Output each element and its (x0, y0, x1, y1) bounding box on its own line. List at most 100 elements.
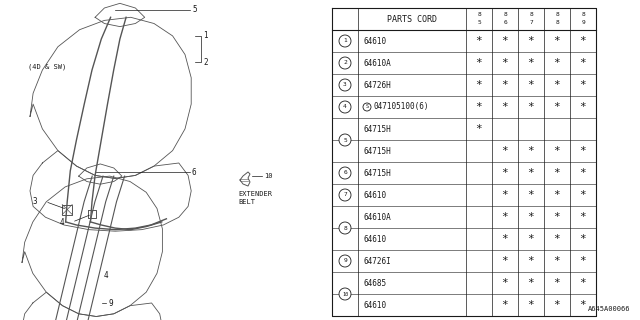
Text: 7: 7 (343, 193, 347, 197)
Text: 8: 8 (555, 20, 559, 26)
Text: *: * (502, 190, 508, 200)
Text: *: * (554, 212, 561, 222)
Text: S: S (365, 105, 369, 109)
Text: 6: 6 (503, 20, 507, 26)
Text: *: * (580, 80, 586, 90)
Text: *: * (502, 278, 508, 288)
Text: *: * (502, 212, 508, 222)
Circle shape (363, 103, 371, 111)
Text: *: * (502, 168, 508, 178)
Text: 9: 9 (108, 299, 113, 308)
Text: *: * (554, 36, 561, 46)
Text: *: * (527, 80, 534, 90)
Text: EXTENDER: EXTENDER (238, 191, 272, 197)
Circle shape (339, 79, 351, 91)
Text: 64610A: 64610A (363, 59, 391, 68)
Text: 047105100(6): 047105100(6) (373, 102, 429, 111)
Text: *: * (527, 234, 534, 244)
Text: *: * (502, 80, 508, 90)
Text: *: * (502, 256, 508, 266)
Text: 9: 9 (343, 259, 347, 263)
Text: *: * (580, 300, 586, 310)
Text: *: * (554, 256, 561, 266)
Circle shape (339, 167, 351, 179)
Text: 5: 5 (343, 138, 347, 142)
Text: *: * (580, 168, 586, 178)
Text: 64715H: 64715H (363, 169, 391, 178)
Text: 8: 8 (343, 226, 347, 230)
Circle shape (339, 189, 351, 201)
Text: *: * (476, 36, 483, 46)
Text: *: * (502, 58, 508, 68)
Text: *: * (580, 146, 586, 156)
Text: *: * (476, 80, 483, 90)
Text: 8: 8 (477, 12, 481, 18)
Text: 4: 4 (343, 105, 347, 109)
Text: *: * (527, 146, 534, 156)
Text: 8: 8 (581, 12, 585, 18)
Text: 3: 3 (343, 83, 347, 87)
Text: *: * (554, 300, 561, 310)
Text: *: * (527, 300, 534, 310)
Text: *: * (554, 190, 561, 200)
Text: *: * (554, 146, 561, 156)
Text: *: * (580, 190, 586, 200)
Circle shape (339, 101, 351, 113)
Text: BELT: BELT (238, 199, 255, 205)
Text: *: * (502, 36, 508, 46)
Text: 8: 8 (529, 12, 533, 18)
Text: 64715H: 64715H (363, 147, 391, 156)
Text: *: * (580, 36, 586, 46)
Text: 10: 10 (342, 292, 348, 297)
Text: *: * (502, 146, 508, 156)
Text: *: * (527, 168, 534, 178)
Text: 10: 10 (264, 173, 273, 179)
Text: *: * (502, 300, 508, 310)
Text: 64715H: 64715H (363, 124, 391, 133)
Text: *: * (527, 36, 534, 46)
Text: 7: 7 (529, 20, 533, 26)
Text: 64610: 64610 (363, 190, 386, 199)
Text: 64610A: 64610A (363, 212, 391, 221)
Text: 8: 8 (555, 12, 559, 18)
Text: 2: 2 (203, 58, 207, 67)
Text: *: * (580, 256, 586, 266)
Text: *: * (527, 278, 534, 288)
Text: 64610: 64610 (363, 300, 386, 309)
Text: 64726H: 64726H (363, 81, 391, 90)
Text: *: * (502, 234, 508, 244)
Text: 1: 1 (343, 38, 347, 44)
Text: *: * (554, 58, 561, 68)
Text: 64685: 64685 (363, 278, 386, 287)
Text: *: * (527, 58, 534, 68)
Text: *: * (580, 212, 586, 222)
Text: *: * (554, 80, 561, 90)
Text: PARTS CORD: PARTS CORD (387, 14, 437, 23)
Circle shape (339, 222, 351, 234)
Text: *: * (527, 212, 534, 222)
Text: 5: 5 (477, 20, 481, 26)
Text: (4D & SW): (4D & SW) (28, 64, 67, 70)
Text: 1: 1 (203, 31, 207, 40)
Text: 6: 6 (192, 168, 196, 177)
Text: *: * (580, 278, 586, 288)
Circle shape (339, 57, 351, 69)
Circle shape (339, 288, 351, 300)
Text: *: * (502, 102, 508, 112)
Text: *: * (527, 102, 534, 112)
Text: *: * (580, 234, 586, 244)
Circle shape (339, 134, 351, 146)
Text: *: * (476, 102, 483, 112)
Text: 6: 6 (343, 171, 347, 175)
Text: *: * (476, 124, 483, 134)
Text: 4: 4 (104, 271, 108, 281)
Text: 2: 2 (343, 60, 347, 66)
Text: *: * (527, 190, 534, 200)
Circle shape (339, 35, 351, 47)
Text: 64610: 64610 (363, 36, 386, 45)
Text: *: * (476, 58, 483, 68)
Text: *: * (554, 234, 561, 244)
Text: 64726I: 64726I (363, 257, 391, 266)
Text: A645A00066: A645A00066 (588, 306, 630, 312)
Text: 8: 8 (503, 12, 507, 18)
